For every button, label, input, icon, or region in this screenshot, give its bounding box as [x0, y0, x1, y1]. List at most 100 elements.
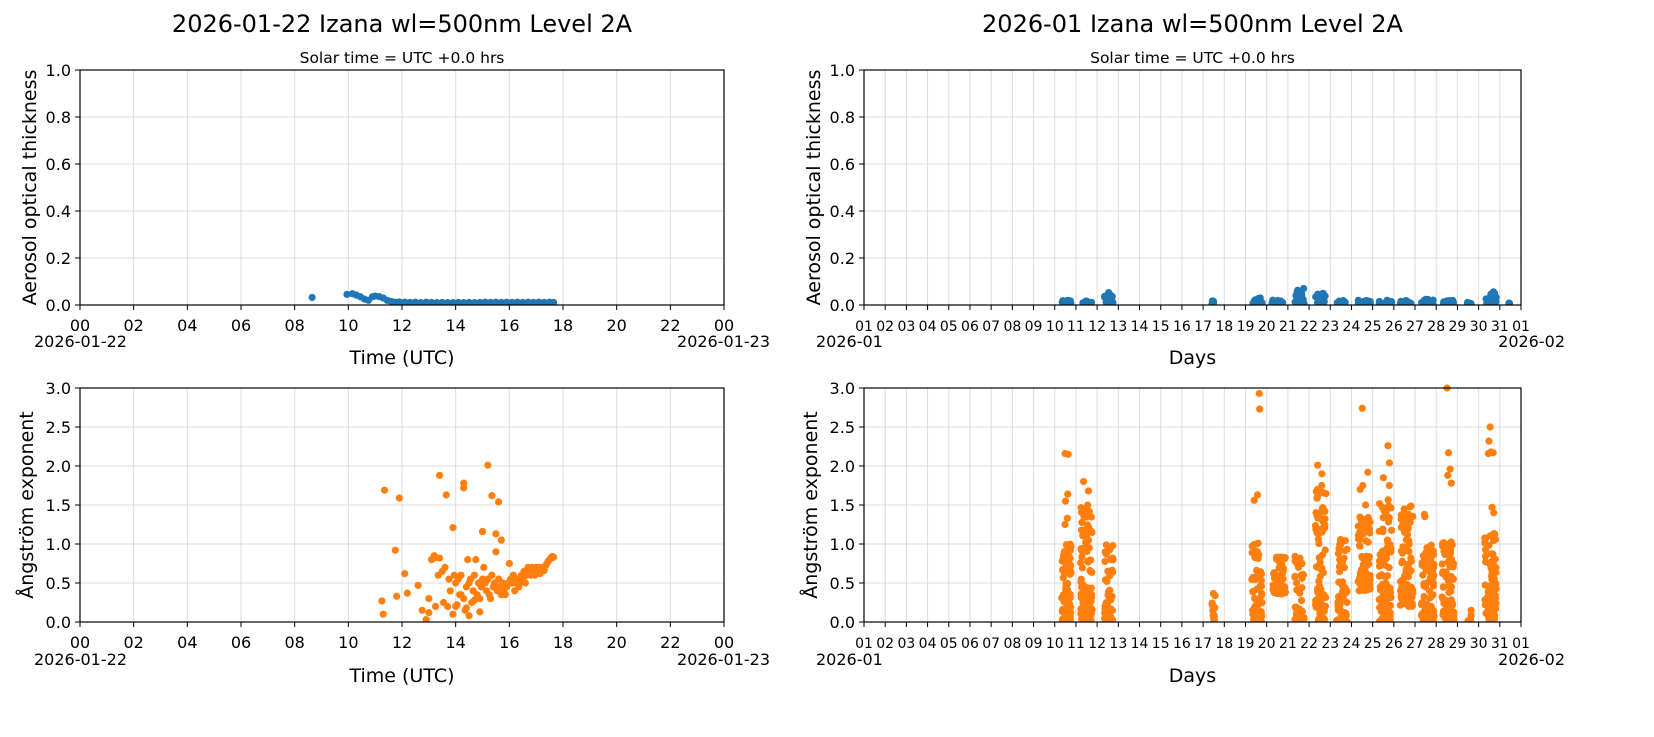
data-point [1379, 474, 1387, 482]
data-point [433, 299, 441, 305]
data-point [1482, 558, 1490, 566]
data-point [1400, 505, 1408, 513]
data-point [505, 559, 513, 568]
y-tick-label: 0.6 [46, 155, 71, 174]
data-point [1253, 491, 1262, 499]
data-point [417, 299, 425, 305]
x-tick-label: 03 [897, 636, 915, 652]
x-tick-label: 02 [876, 636, 894, 652]
data-point [1366, 299, 1374, 305]
x-tick-label: 22 [1300, 636, 1318, 652]
data-point [1316, 609, 1324, 617]
x-tick-label: 14 [1131, 636, 1149, 652]
data-point [1484, 583, 1492, 591]
data-point [1060, 557, 1068, 565]
y-tick-label: 0.0 [46, 613, 71, 632]
data-point [1318, 528, 1326, 536]
data-point [1427, 602, 1435, 610]
data-point [406, 298, 414, 305]
data-point [1406, 503, 1414, 511]
data-point [488, 571, 496, 579]
data-point [411, 298, 420, 305]
data-point [1444, 471, 1452, 479]
data-point [1448, 541, 1456, 549]
data-point [1447, 556, 1455, 565]
data-point [1063, 514, 1071, 522]
data-point [488, 492, 496, 500]
y-tick-label: 1.0 [46, 535, 71, 554]
data-point [1257, 617, 1265, 622]
plot-frame [79, 387, 725, 623]
x-tick-label: 01 [855, 319, 873, 335]
data-point [1342, 589, 1350, 597]
data-point [1490, 606, 1499, 614]
data-point [457, 571, 465, 579]
data-point [1343, 598, 1351, 607]
data-point [1439, 583, 1447, 591]
chart-title: 2026-01 Izana wl=500nm Level 2A [982, 10, 1404, 38]
data-point [1064, 587, 1072, 595]
data-point [1429, 296, 1437, 304]
x-tick-label: 02 [876, 319, 894, 335]
x-axis-label: Time (UTC) [348, 665, 454, 687]
data-point [1379, 513, 1387, 522]
data-point [1082, 538, 1090, 546]
data-point [1405, 602, 1413, 610]
data-point [1446, 549, 1455, 557]
data-point [550, 298, 558, 305]
x-tick-label: 04 [177, 633, 197, 652]
data-point [1402, 592, 1410, 600]
data-point [1109, 554, 1117, 562]
x-tick-label: 20 [1258, 319, 1276, 335]
data-point [1315, 513, 1323, 521]
data-point [1446, 586, 1454, 595]
data-point [1379, 613, 1387, 621]
data-point [1366, 518, 1374, 526]
data-point [1298, 615, 1306, 622]
x-tick-label: 22 [1300, 319, 1318, 335]
data-point [1379, 525, 1387, 533]
data-point [470, 299, 479, 305]
data-point [1300, 300, 1308, 305]
data-point [380, 486, 389, 494]
x-tick-label: 18 [553, 316, 573, 335]
x-tick-label: 07 [982, 636, 1000, 652]
y-tick-label: 2.5 [830, 418, 855, 437]
data-point [1080, 613, 1088, 621]
data-point [1064, 490, 1072, 498]
data-point [445, 575, 453, 583]
data-point [442, 491, 450, 499]
data-point [1101, 557, 1109, 566]
x-axis-label: Days [1169, 665, 1216, 687]
x-tick-label: 26 [1385, 319, 1403, 335]
y-tick-label: 2.5 [46, 418, 71, 437]
data-point [1297, 596, 1306, 605]
data-point [1440, 539, 1448, 547]
data-point [1491, 594, 1500, 602]
daily-aod-panel: 0.0 0.2 0.4 0.6 0.8 1.0 00 02 04 06 08 10 12 14 16 18 20… [19, 10, 770, 369]
y-tick-label: 0.8 [830, 108, 855, 127]
data-point [1087, 609, 1096, 617]
data-point [1379, 592, 1387, 600]
x-tick-label: 14 [445, 633, 465, 652]
y-tick-label: 1.5 [830, 496, 855, 515]
data-point [401, 298, 409, 305]
data-point [1423, 544, 1431, 552]
y-tick-label: 0.4 [46, 202, 71, 221]
x-tick-label: 24 [1343, 319, 1361, 335]
data-point [1464, 617, 1472, 622]
data-point [1084, 300, 1092, 305]
data-point [1378, 571, 1386, 579]
y-tick-label: 0.2 [830, 249, 855, 268]
data-point [1491, 530, 1499, 538]
data-point [1337, 540, 1345, 548]
data-point [1408, 588, 1416, 596]
date-end-label: 2026-01-23 [677, 650, 770, 669]
data-point [1337, 558, 1345, 566]
data-point [480, 563, 488, 572]
data-point [1314, 594, 1322, 602]
x-tick-label: 27 [1406, 636, 1424, 652]
y-tick-label: 0.0 [46, 296, 71, 315]
data-point [529, 298, 538, 305]
data-point [1105, 298, 1113, 305]
